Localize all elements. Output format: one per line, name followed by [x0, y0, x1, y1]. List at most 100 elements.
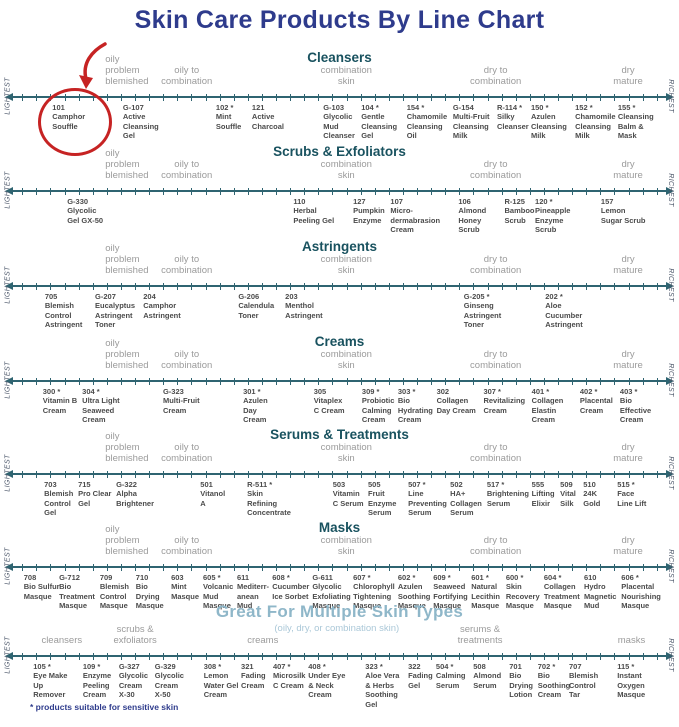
axis-tick: [656, 187, 658, 195]
axis-tick: [586, 470, 588, 478]
product-label: 715 Pro Clear Gel: [78, 480, 112, 508]
axis-tick: [219, 282, 221, 290]
axis-tick: [558, 652, 560, 660]
axis-tick: [558, 282, 560, 290]
axis-tick: [388, 282, 390, 290]
axis-tick: [346, 563, 348, 571]
axis-tick: [628, 470, 630, 478]
axis-tick: [78, 377, 80, 385]
skin-zone-label: combination skin: [320, 535, 372, 558]
axis-tick: [276, 377, 278, 385]
axis-tick: [50, 652, 52, 660]
axis-tick: [501, 563, 503, 571]
axis-tick: [120, 93, 122, 101]
axis-tick: [247, 282, 249, 290]
section-title: Astringents: [301, 239, 378, 254]
skin-zone-label: oily problem blemished: [105, 524, 149, 558]
axis-tick: [614, 470, 616, 478]
axis-tick: [120, 282, 122, 290]
section-title: Cleansers: [307, 50, 372, 65]
axis-tick: [318, 652, 320, 660]
axis-tick: [543, 93, 545, 101]
product-label: 154 * Chamomile Cleansing Oil: [406, 103, 448, 141]
axis-tick: [600, 470, 602, 478]
axis-tick: [459, 470, 461, 478]
axis-tick: [417, 282, 419, 290]
axis-tick: [402, 652, 404, 660]
axis-tick: [402, 187, 404, 195]
axis-tick: [459, 652, 461, 660]
axis-tick: [543, 563, 545, 571]
axis-tick: [135, 563, 137, 571]
richest-label: RICHEST: [667, 79, 675, 113]
axis-tick: [219, 470, 221, 478]
axis-tick: [600, 187, 602, 195]
axis-tick: [459, 187, 461, 195]
product-label: 605 * Volcanic Mud Masque: [203, 573, 234, 611]
axis-tick: [304, 282, 306, 290]
axis-tick: [388, 187, 390, 195]
skin-zone-label: oily problem blemished: [105, 148, 149, 182]
skin-zone-label: oily to combination: [161, 442, 213, 465]
axis-tick: [233, 652, 235, 660]
axis-tick: [346, 187, 348, 195]
product-label: G-330 Glycolic Gel GX-50: [67, 197, 104, 225]
lightest-label: LIGHTEST: [4, 454, 12, 492]
axis-tick: [388, 93, 390, 101]
axis-tick: [290, 563, 292, 571]
axis-tick: [402, 563, 404, 571]
axis-tick: [332, 563, 334, 571]
axis-tick: [177, 187, 179, 195]
axis-tick: [600, 377, 602, 385]
axis-tick: [177, 470, 179, 478]
axis-tick: [501, 652, 503, 660]
skin-zone-labels: oily problem blemished oily to combinatio…: [0, 332, 679, 372]
skin-zone-label: combination skin: [320, 254, 372, 277]
axis-tick: [78, 470, 80, 478]
axis-tick: [360, 377, 362, 385]
product-label: 109 * Enzyme Peeling Cream: [82, 662, 112, 700]
axis-tick: [374, 652, 376, 660]
axis-tick: [656, 282, 658, 290]
axis-tick: [92, 187, 94, 195]
product-label: R-511 * Skin Refining Concentrate: [247, 480, 291, 518]
axis-tick: [529, 652, 531, 660]
product-label: 127 Pumpkin Enzyme: [353, 197, 385, 225]
axis-tick: [374, 187, 376, 195]
axis-tick: [50, 563, 52, 571]
axis-tick: [656, 563, 658, 571]
product-line-section: Astringents oily problem blemished oily t…: [0, 237, 679, 332]
axis-tick: [487, 187, 489, 195]
product-label: 102 * Mint Souffle: [215, 103, 242, 131]
axis-tick: [515, 187, 517, 195]
skin-zone-label: serums & treatments: [457, 624, 503, 647]
axis-line: [5, 282, 674, 290]
skin-zone-label: dry to combination: [470, 349, 522, 372]
axis-tick: [163, 652, 165, 660]
product-label: 403 * Bio Effective Cream: [619, 387, 652, 425]
axis-tick: [247, 563, 249, 571]
axis-tick: [586, 187, 588, 195]
axis-tick: [177, 563, 179, 571]
skin-zone-label: combination skin: [320, 442, 372, 465]
product-label: 601 * Natural Lecithin Masque: [471, 573, 500, 611]
axis-tick: [50, 282, 52, 290]
axis-tick: [50, 470, 52, 478]
product-line-section: Great For Multiple Skin Types (oily, dry…: [0, 600, 679, 727]
axis-tick: [106, 93, 108, 101]
skin-zone-label: dry mature: [613, 442, 643, 465]
product-label: 401 * Collagen Elastin Cream: [531, 387, 564, 425]
product-label: 115 * Instant Oxygen Masque: [617, 662, 646, 700]
axis-tick: [205, 563, 207, 571]
skin-zone-label: oily to combination: [161, 349, 213, 372]
axis-tick: [64, 282, 66, 290]
lightest-label: LIGHTEST: [4, 266, 12, 304]
axis-tick: [473, 93, 475, 101]
axis-tick: [402, 93, 404, 101]
highlight-circle: [38, 88, 112, 156]
product-label: R-114 * Silky Cleanser: [497, 103, 529, 131]
axis-tick: [304, 563, 306, 571]
skin-zone-label: oily problem blemished: [105, 431, 149, 465]
skin-zone-label: dry mature: [613, 349, 643, 372]
